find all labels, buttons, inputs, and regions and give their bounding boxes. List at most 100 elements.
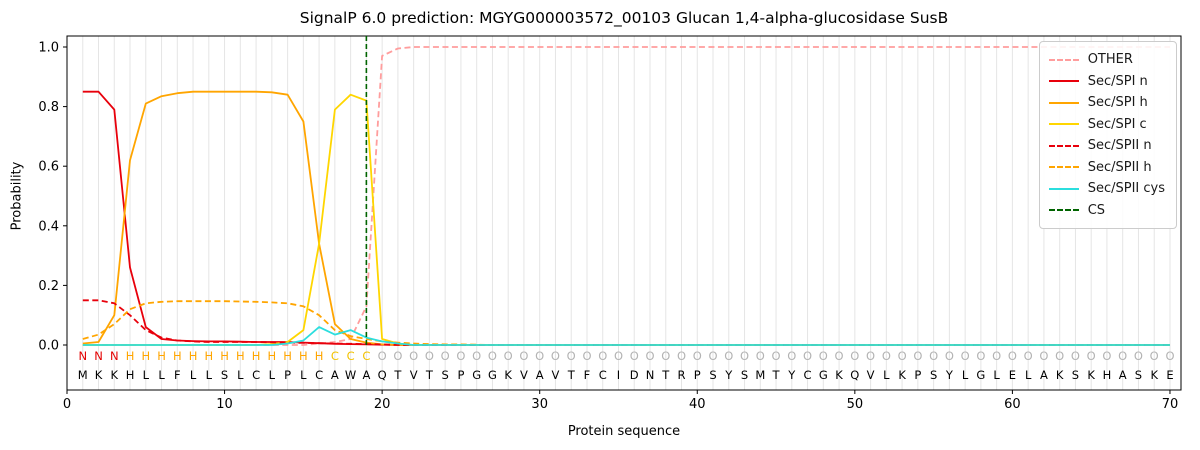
- region-label: O: [1071, 349, 1080, 363]
- sequence-letter: H: [126, 368, 135, 382]
- region-label: O: [913, 349, 922, 363]
- region-label: O: [1165, 349, 1174, 363]
- sequence-letter: T: [425, 368, 434, 382]
- region-label: O: [929, 349, 938, 363]
- region-label: O: [1024, 349, 1033, 363]
- sequence-letter: Y: [724, 368, 733, 382]
- legend: OTHER Sec/SPI n Sec/SPI h Sec/SPI c Sec/SPII…: [1038, 41, 1177, 229]
- legend-item: CS: [1048, 200, 1165, 222]
- sequence-letter: L: [190, 368, 197, 382]
- region-label: O: [441, 349, 450, 363]
- legend-line-sample: [1048, 166, 1079, 169]
- sequence-letter: C: [252, 368, 260, 382]
- region-label: O: [472, 349, 481, 363]
- region-label: O: [693, 349, 702, 363]
- region-label: O: [1087, 349, 1096, 363]
- legend-line-sample: [1048, 101, 1079, 104]
- region-label: O: [835, 349, 844, 363]
- region-label: O: [409, 349, 418, 363]
- region-label: H: [189, 349, 198, 363]
- sequence-letter: P: [284, 368, 291, 382]
- sequence-letter: Y: [787, 368, 796, 382]
- sequence-letter: M: [78, 368, 88, 382]
- region-label: O: [724, 349, 733, 363]
- sequence-letter: L: [1025, 368, 1032, 382]
- x-axis-label: Protein sequence: [567, 424, 681, 439]
- region-label: C: [331, 349, 339, 363]
- sequence-letter: C: [315, 368, 323, 382]
- sequence-letter: Q: [378, 368, 387, 382]
- region-label: O: [582, 349, 591, 363]
- region-label: N: [110, 349, 119, 363]
- region-label: H: [173, 349, 182, 363]
- sequence-letter: P: [914, 368, 921, 382]
- sequence-letter: G: [819, 368, 828, 382]
- x-tick-label: 0: [63, 397, 71, 412]
- region-label: O: [645, 349, 654, 363]
- region-label: O: [961, 349, 970, 363]
- y-axis-label: Probability: [9, 161, 25, 231]
- sequence-letter: W: [345, 368, 356, 382]
- series-sec-spii-h: [82, 300, 1170, 346]
- legend-label: Sec/SPII n: [1087, 138, 1152, 154]
- region-label: O: [1134, 349, 1143, 363]
- sequence-letter: Q: [850, 368, 859, 382]
- region-label: O: [488, 349, 497, 363]
- legend-item: Sec/SPII h: [1048, 157, 1165, 179]
- region-label: H: [204, 349, 213, 363]
- x-tick-label: 60: [1004, 397, 1021, 412]
- region-label: H: [236, 349, 245, 363]
- sequence-letter: S: [221, 368, 228, 382]
- legend-line-sample: [1048, 123, 1079, 126]
- sequence-letter: K: [95, 368, 103, 382]
- series-sec-spii-cys: [82, 326, 1170, 346]
- region-label: O: [756, 349, 765, 363]
- sequence-letter: V: [520, 368, 528, 382]
- sequence-letter: I: [617, 368, 620, 382]
- region-label: O: [1150, 349, 1159, 363]
- sequence-letter: R: [678, 368, 686, 382]
- sequence-letter: L: [237, 368, 244, 382]
- region-label: O: [1118, 349, 1127, 363]
- sequence-letter: T: [393, 368, 402, 382]
- x-tick-label: 50: [847, 397, 864, 412]
- legend-item: Sec/SPII cys: [1048, 178, 1165, 200]
- region-label: O: [614, 349, 623, 363]
- region-label: O: [1055, 349, 1064, 363]
- region-label: O: [850, 349, 859, 363]
- sequence-letter: E: [1166, 368, 1173, 382]
- sequence-letter: P: [694, 368, 701, 382]
- region-label: N: [94, 349, 103, 363]
- sequence-letter: Y: [945, 368, 954, 382]
- x-tick-label: 20: [374, 397, 391, 412]
- x-tick-label: 40: [689, 397, 706, 412]
- region-label: H: [283, 349, 292, 363]
- region-label: O: [708, 349, 717, 363]
- sequence-letter: S: [1135, 368, 1142, 382]
- sequence-letter: K: [898, 368, 906, 382]
- region-label: H: [126, 349, 135, 363]
- legend-item: Sec/SPI n: [1048, 71, 1165, 93]
- series-sec-spi-c: [82, 93, 1170, 346]
- sequence-letter: V: [410, 368, 418, 382]
- sequence-letter: A: [331, 368, 339, 382]
- sequence-letter: C: [599, 368, 607, 382]
- legend-item: Sec/SPII n: [1048, 135, 1165, 157]
- region-label: H: [141, 349, 150, 363]
- region-label: C: [347, 349, 355, 363]
- legend-label: Sec/SPI n: [1087, 73, 1148, 89]
- y-tick-label: 0.0: [38, 339, 59, 354]
- sequence-letter: A: [362, 368, 370, 382]
- sequence-letter: L: [143, 368, 150, 382]
- sequence-letter: S: [1072, 368, 1079, 382]
- sequence-letter: K: [110, 368, 118, 382]
- legend-item: Sec/SPI h: [1048, 92, 1165, 114]
- region-label: O: [598, 349, 607, 363]
- sequence-letter: A: [1040, 368, 1048, 382]
- series-sec-spii-n: [82, 299, 1170, 346]
- sequence-letter: G: [472, 368, 481, 382]
- sequence-letter: T: [567, 368, 576, 382]
- region-label: O: [1102, 349, 1111, 363]
- series-sec-spi-h: [82, 90, 1170, 346]
